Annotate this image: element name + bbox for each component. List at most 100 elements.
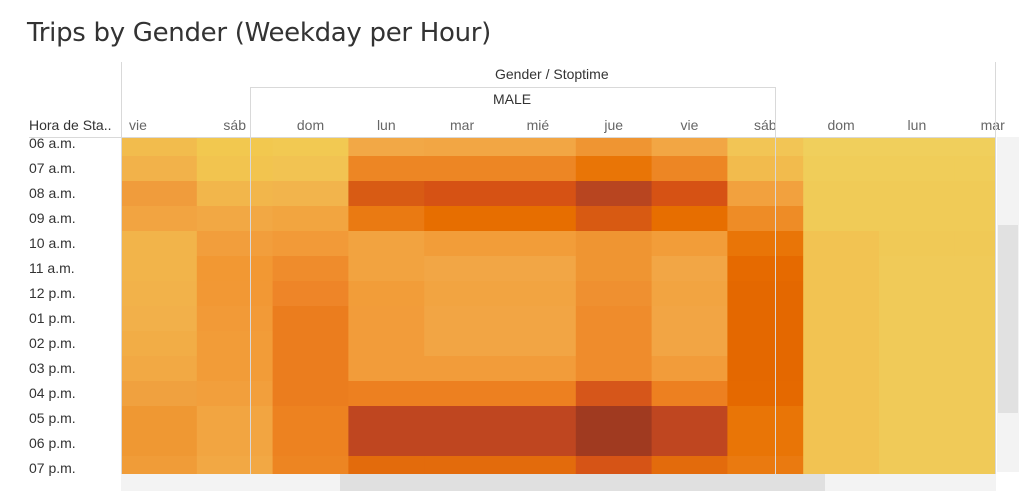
heatmap-cell[interactable] bbox=[727, 431, 804, 456]
heatmap-cell[interactable] bbox=[954, 256, 996, 281]
heatmap-cell[interactable] bbox=[272, 456, 349, 474]
heatmap-cell[interactable] bbox=[196, 256, 274, 281]
heatmap-cell[interactable] bbox=[803, 281, 880, 306]
heatmap-cell[interactable] bbox=[879, 331, 956, 356]
heatmap-cell[interactable] bbox=[196, 181, 274, 206]
heatmap-cell[interactable] bbox=[348, 356, 425, 381]
heatmap-cell[interactable] bbox=[272, 356, 349, 381]
heatmap-cell[interactable] bbox=[121, 331, 198, 356]
heatmap-cell[interactable] bbox=[196, 206, 274, 231]
heatmap-cell[interactable] bbox=[424, 256, 501, 281]
heatmap-cell[interactable] bbox=[575, 381, 653, 406]
heatmap-cell[interactable] bbox=[954, 206, 996, 231]
heatmap-cell[interactable] bbox=[727, 456, 804, 474]
heatmap-cell[interactable] bbox=[651, 456, 728, 474]
heatmap-cell[interactable] bbox=[954, 381, 996, 406]
heatmap-cell[interactable] bbox=[879, 156, 956, 181]
heatmap-cell[interactable] bbox=[651, 206, 728, 231]
heatmap-cell[interactable] bbox=[575, 137, 653, 156]
heatmap-cell[interactable] bbox=[424, 381, 501, 406]
heatmap-cell[interactable] bbox=[272, 406, 349, 431]
heatmap-cell[interactable] bbox=[575, 231, 653, 256]
heatmap-cell[interactable] bbox=[575, 181, 653, 206]
heatmap-cell[interactable] bbox=[954, 281, 996, 306]
heatmap-cell[interactable] bbox=[272, 137, 349, 156]
heatmap-cell[interactable] bbox=[803, 306, 880, 331]
heatmap-cell[interactable] bbox=[727, 406, 804, 431]
heatmap-cell[interactable] bbox=[803, 331, 880, 356]
heatmap-cell[interactable] bbox=[500, 156, 577, 181]
heatmap-cell[interactable] bbox=[651, 431, 728, 456]
heatmap-cell[interactable] bbox=[727, 156, 804, 181]
heatmap-cell[interactable] bbox=[424, 206, 501, 231]
heatmap-cell[interactable] bbox=[727, 231, 804, 256]
heatmap-cell[interactable] bbox=[121, 306, 198, 331]
heatmap-cell[interactable] bbox=[500, 281, 577, 306]
heatmap-cell[interactable] bbox=[196, 156, 274, 181]
heatmap-cell[interactable] bbox=[500, 137, 577, 156]
heatmap-cell[interactable] bbox=[272, 281, 349, 306]
heatmap-cell[interactable] bbox=[272, 331, 349, 356]
heatmap-cell[interactable] bbox=[424, 137, 501, 156]
heatmap-cell[interactable] bbox=[727, 137, 804, 156]
heatmap-cell[interactable] bbox=[500, 306, 577, 331]
heatmap-cell[interactable] bbox=[803, 356, 880, 381]
heatmap-cell[interactable] bbox=[196, 281, 274, 306]
heatmap-cell[interactable] bbox=[121, 281, 198, 306]
heatmap-cell[interactable] bbox=[500, 181, 577, 206]
heatmap-cell[interactable] bbox=[348, 137, 425, 156]
heatmap-cell[interactable] bbox=[879, 181, 956, 206]
heatmap-cell[interactable] bbox=[879, 137, 956, 156]
heatmap-cell[interactable] bbox=[954, 456, 996, 474]
heatmap-cell[interactable] bbox=[651, 356, 728, 381]
heatmap-cell[interactable] bbox=[424, 281, 501, 306]
heatmap-cell[interactable] bbox=[272, 156, 349, 181]
heatmap-cell[interactable] bbox=[954, 306, 996, 331]
heatmap-cell[interactable] bbox=[424, 231, 501, 256]
heatmap-cell[interactable] bbox=[575, 456, 653, 474]
heatmap-cell[interactable] bbox=[121, 181, 198, 206]
row-header[interactable]: Hora de Sta.. bbox=[29, 117, 112, 133]
heatmap-cell[interactable] bbox=[879, 381, 956, 406]
heatmap-cell[interactable] bbox=[803, 381, 880, 406]
heatmap-cell[interactable] bbox=[500, 406, 577, 431]
heatmap-cell[interactable] bbox=[879, 456, 956, 474]
heatmap-cell[interactable] bbox=[879, 431, 956, 456]
heatmap-cell[interactable] bbox=[348, 431, 425, 456]
heatmap-cell[interactable] bbox=[879, 231, 956, 256]
heatmap-cell[interactable] bbox=[424, 331, 501, 356]
heatmap-cell[interactable] bbox=[121, 256, 198, 281]
heatmap-cell[interactable] bbox=[651, 306, 728, 331]
heatmap-cell[interactable] bbox=[727, 381, 804, 406]
heatmap-cell[interactable] bbox=[348, 156, 425, 181]
heatmap-cell[interactable] bbox=[575, 256, 653, 281]
heatmap-cell[interactable] bbox=[651, 256, 728, 281]
heatmap-cell[interactable] bbox=[348, 456, 425, 474]
heatmap-cell[interactable] bbox=[424, 156, 501, 181]
heatmap-cell[interactable] bbox=[272, 431, 349, 456]
heatmap-cell[interactable] bbox=[651, 156, 728, 181]
heatmap-cell[interactable] bbox=[500, 206, 577, 231]
heatmap-cell[interactable] bbox=[575, 281, 653, 306]
heatmap-cell[interactable] bbox=[954, 231, 996, 256]
heatmap-cell[interactable] bbox=[121, 231, 198, 256]
heatmap-cell[interactable] bbox=[121, 431, 198, 456]
heatmap-cell[interactable] bbox=[272, 181, 349, 206]
heatmap-cell[interactable] bbox=[500, 356, 577, 381]
vertical-scrollbar-thumb[interactable] bbox=[998, 225, 1018, 413]
heatmap-cell[interactable] bbox=[121, 206, 198, 231]
heatmap-cell[interactable] bbox=[575, 206, 653, 231]
heatmap-cell[interactable] bbox=[424, 181, 501, 206]
heatmap-cell[interactable] bbox=[879, 281, 956, 306]
heatmap-cell[interactable] bbox=[272, 256, 349, 281]
heatmap-cell[interactable] bbox=[196, 406, 274, 431]
heatmap-cell[interactable] bbox=[196, 431, 274, 456]
heatmap-cell[interactable] bbox=[954, 356, 996, 381]
heatmap-cell[interactable] bbox=[803, 406, 880, 431]
heatmap-cell[interactable] bbox=[348, 206, 425, 231]
heatmap-cell[interactable] bbox=[348, 281, 425, 306]
heatmap-cell[interactable] bbox=[727, 356, 804, 381]
heatmap-cell[interactable] bbox=[348, 306, 425, 331]
heatmap-cell[interactable] bbox=[651, 331, 728, 356]
heatmap-cell[interactable] bbox=[424, 306, 501, 331]
